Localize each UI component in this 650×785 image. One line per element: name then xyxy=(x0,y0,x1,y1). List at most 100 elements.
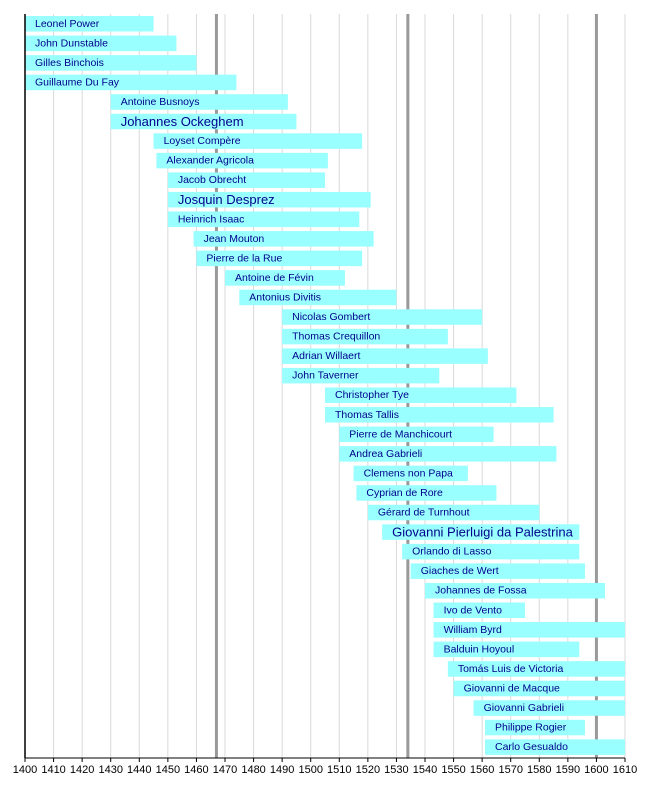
composer-label: William Byrd xyxy=(444,624,502,636)
composer-bar xyxy=(110,94,288,110)
x-tick-label: 1410 xyxy=(41,764,65,776)
composer-label: Antonius Divitis xyxy=(249,291,321,303)
composer-label: Loyset Compère xyxy=(164,135,241,147)
x-tick-label: 1430 xyxy=(98,764,122,776)
composer-label: Leonel Power xyxy=(35,18,100,30)
composer-bar xyxy=(167,211,360,228)
composer-label: Giovanni Pierluigi da Palestrina xyxy=(392,525,573,540)
composer-bar xyxy=(485,719,585,736)
x-tick-label: 1400 xyxy=(13,764,37,776)
composer-label: Nicolas Gombert xyxy=(292,311,370,323)
composer-label: Giaches de Wert xyxy=(421,565,499,577)
composer-bar xyxy=(433,602,525,619)
composer-bar xyxy=(153,133,363,149)
composer-label: Guillaume Du Fay xyxy=(35,76,120,88)
x-tick-label: 1560 xyxy=(470,764,494,776)
x-tick-label: 1520 xyxy=(356,764,380,776)
composer-bar xyxy=(25,55,197,71)
composer-bar xyxy=(425,582,605,599)
x-tick-label: 1440 xyxy=(127,764,151,776)
x-tick-label: 1500 xyxy=(298,764,322,776)
composer-label: John Dunstable xyxy=(35,37,108,49)
composer-label: John Taverner xyxy=(292,370,359,382)
composer-bar xyxy=(282,348,488,364)
composer-label: Christopher Tye xyxy=(335,389,409,401)
composer-label: Jean Mouton xyxy=(204,233,265,245)
composer-bar xyxy=(433,641,580,658)
composer-bar xyxy=(447,661,625,677)
composer-bar xyxy=(225,270,345,286)
composer-bar xyxy=(196,250,363,267)
x-tick-label: 1570 xyxy=(498,764,522,776)
composer-label: Orlando di Lasso xyxy=(412,546,492,558)
composer-label: Gilles Binchois xyxy=(35,57,104,69)
x-axis-ticks: 1400 1410 1420 1430 1440 1450 1460 1470 1480 1490… xyxy=(13,758,637,776)
x-tick-label: 1470 xyxy=(213,764,237,776)
x-tick-label: 1420 xyxy=(70,764,94,776)
composer-bar xyxy=(282,367,440,384)
composer-label: Antoine de Févin xyxy=(235,272,314,284)
composer-label: Alexander Agricola xyxy=(166,155,254,167)
composer-bar xyxy=(282,309,483,325)
composer-label: Giovanni de Macque xyxy=(464,682,560,694)
composer-label: Carlo Gesualdo xyxy=(495,741,568,753)
x-tick-label: 1600 xyxy=(584,764,608,776)
composer-bars: Leonel Power John Dunstable Gilles Binchoi… xyxy=(25,16,625,755)
composer-bar xyxy=(402,543,580,560)
composer-label: Gérard de Turnhout xyxy=(378,507,470,519)
composer-bar xyxy=(453,680,625,697)
composer-bar xyxy=(353,465,468,482)
composer-bar xyxy=(167,191,371,208)
x-tick-label: 1490 xyxy=(270,764,294,776)
composer-bar xyxy=(325,387,517,403)
composer-label: Josquin Desprez xyxy=(178,192,275,207)
x-tick-label: 1580 xyxy=(527,764,551,776)
composer-label: Andrea Gabrieli xyxy=(349,448,422,460)
composer-bar xyxy=(325,407,554,423)
composer-label: Ivo de Vento xyxy=(444,604,503,616)
x-tick-label: 1530 xyxy=(384,764,408,776)
x-tick-label: 1550 xyxy=(441,764,465,776)
composer-label: Philippe Rogier xyxy=(495,722,567,734)
composer-bar xyxy=(193,231,374,247)
composer-bar xyxy=(110,113,297,130)
composer-bar xyxy=(485,739,625,755)
composer-label: Pierre de la Rue xyxy=(206,252,282,264)
composer-bar xyxy=(433,622,625,638)
composer-label: Thomas Tallis xyxy=(335,409,399,421)
composer-bar xyxy=(282,328,448,345)
x-tick-label: 1610 xyxy=(613,764,637,776)
composer-bar xyxy=(339,446,557,462)
composer-bar xyxy=(410,563,585,579)
composer-label: Tomás Luis de Victoria xyxy=(458,663,564,675)
composer-bar xyxy=(25,16,154,32)
x-tick-label: 1480 xyxy=(241,764,265,776)
composer-label: Adrian Willaert xyxy=(292,350,360,362)
composer-bar xyxy=(239,289,397,306)
x-tick-label: 1460 xyxy=(184,764,208,776)
composer-bar xyxy=(25,35,177,52)
composer-bar xyxy=(25,74,237,91)
composer-label: Antoine Busnoys xyxy=(121,96,200,108)
x-tick-label: 1510 xyxy=(327,764,351,776)
composer-label: Thomas Crequillon xyxy=(292,331,380,343)
x-tick-label: 1450 xyxy=(156,764,180,776)
composer-label: Johannes Ockeghem xyxy=(121,114,244,129)
composer-bar xyxy=(473,700,625,716)
composer-label: Jacob Obrecht xyxy=(178,174,246,186)
composer-bar xyxy=(356,485,497,501)
composer-bar xyxy=(382,524,580,540)
composer-label: Balduin Hoyoul xyxy=(444,643,515,655)
composer-bar xyxy=(367,504,540,521)
composer-bar xyxy=(339,426,494,443)
composer-label: Heinrich Isaac xyxy=(178,213,245,225)
composer-label: Pierre de Manchicourt xyxy=(349,428,452,440)
composer-label: Cyprian de Rore xyxy=(366,487,443,499)
composer-label: Giovanni Gabrieli xyxy=(484,702,565,714)
x-tick-label: 1590 xyxy=(556,764,580,776)
composer-label: Clemens non Papa xyxy=(364,467,453,479)
composer-label: Johannes de Fossa xyxy=(435,585,527,597)
x-tick-label: 1540 xyxy=(413,764,437,776)
composer-bar xyxy=(156,152,328,169)
